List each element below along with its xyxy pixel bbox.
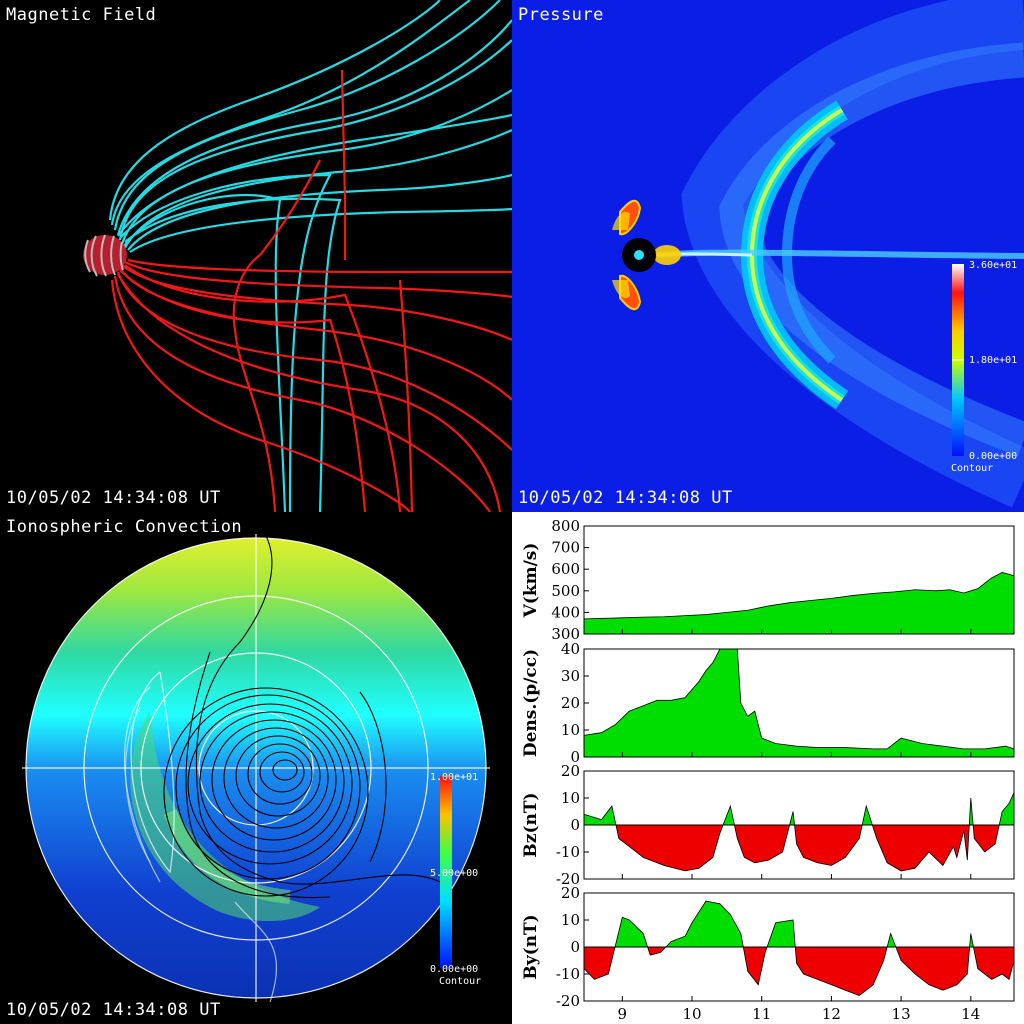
x-tick-label: 9 — [618, 1005, 628, 1023]
series-line — [583, 792, 1015, 872]
y-tick-label: 20 — [561, 884, 580, 902]
series-area-positive — [584, 572, 1014, 634]
y-axis-label: By(nT) — [521, 914, 541, 979]
y-tick-label: 800 — [551, 517, 580, 535]
earth-icon — [83, 234, 127, 277]
y-tick-label: 10 — [561, 721, 580, 739]
solar-wind-timeseries-panel: 300 400 500 600 700 800 V(km/s) 0 10 20 30 40 Dens.(… — [512, 512, 1024, 1024]
y-tick-label: 700 — [551, 539, 580, 557]
pressure-colorbar: 3.60e+01 1.80e+01 0.00e+00 Contour — [951, 260, 1017, 474]
y-tick-label: 500 — [551, 582, 580, 600]
magnetic-field-panel: Magnetic Field 10/05/02 14:34:08 UT — [0, 0, 512, 512]
timeseries-chart: 300 400 500 600 700 800 V(km/s) 0 10 20 30 40 Dens.(… — [521, 517, 1015, 1023]
x-tick-label: 12 — [822, 1005, 841, 1023]
panel-title: Magnetic Field — [6, 5, 157, 25]
pressure-field-image: 3.60e+01 1.80e+01 0.00e+00 Contour — [612, 0, 1024, 508]
x-tick-label: 14 — [961, 1005, 980, 1023]
colorbar-min-label: 0.00e+00 — [969, 451, 1017, 462]
y-tick-label: 20 — [561, 762, 580, 780]
timestamp: 10/05/02 14:34:08 UT — [6, 1000, 221, 1020]
y-tick-label: 0 — [570, 748, 580, 766]
magnetic-field-lines — [83, 0, 512, 512]
series-area-positive — [584, 901, 1014, 947]
y-tick-label: 10 — [561, 789, 580, 807]
colorbar-caption: Contour — [439, 976, 481, 987]
colorbar-max-label: 3.60e+01 — [969, 260, 1017, 271]
y-tick-label: 300 — [551, 625, 580, 643]
pressure-panel: 3.60e+01 1.80e+01 0.00e+00 Contour Press… — [512, 0, 1024, 512]
y-tick-label: 0 — [570, 938, 580, 956]
colorbar-max-label: 1.00e+01 — [430, 772, 478, 783]
y-tick-label: 10 — [561, 911, 580, 929]
colorbar-mid-label: 5.00e+00 — [430, 868, 478, 879]
y-tick-label: -20 — [556, 870, 580, 888]
timestamp: 10/05/02 14:34:08 UT — [518, 488, 733, 508]
colorbar-mid-label: 1.80e+01 — [969, 355, 1017, 366]
colorbar-min-label: 0.00e+00 — [430, 964, 478, 975]
ionosphere-colorbar: 1.00e+01 5.00e+00 0.00e+00 Contour — [430, 772, 481, 987]
series-line — [583, 900, 1015, 997]
series-line — [583, 572, 1015, 620]
x-tick-label: 10 — [682, 1005, 701, 1023]
y-tick-label: -10 — [556, 965, 580, 983]
plot-frame — [583, 525, 1015, 635]
y-axis-label: Dens.(p/cc) — [521, 649, 541, 757]
timestamp: 10/05/02 14:34:08 UT — [6, 488, 221, 508]
y-tick-label: 30 — [561, 667, 580, 685]
panel-title: Ionospheric Convection — [6, 517, 243, 537]
cusp-regions — [612, 199, 642, 311]
x-tick-label: 13 — [892, 1005, 911, 1023]
y-axis-label: V(km/s) — [521, 543, 541, 619]
y-tick-label: 0 — [570, 816, 580, 834]
x-tick-label: 11 — [752, 1005, 771, 1023]
convection-contours — [163, 533, 441, 899]
series-line — [583, 648, 1015, 750]
y-tick-label: -20 — [556, 992, 580, 1010]
series-area-positive — [584, 792, 1014, 825]
panel-title: Pressure — [518, 5, 604, 25]
y-tick-label: 600 — [551, 560, 580, 578]
series-area-negative — [584, 947, 1014, 996]
colorbar-caption: Contour — [951, 463, 993, 474]
y-tick-label: -10 — [556, 843, 580, 861]
earth-icon — [622, 238, 656, 272]
y-tick-label: 20 — [561, 694, 580, 712]
ionosphere-panel: 1.00e+01 5.00e+00 0.00e+00 Contour Ionos… — [0, 512, 512, 1024]
y-tick-label: 40 — [561, 640, 580, 658]
y-tick-label: 400 — [551, 603, 580, 621]
y-axis-label: Bz(nT) — [521, 792, 541, 857]
series-area-positive — [584, 649, 1014, 757]
ionosphere-polar-plot: 1.00e+01 5.00e+00 0.00e+00 Contour — [22, 533, 490, 1003]
